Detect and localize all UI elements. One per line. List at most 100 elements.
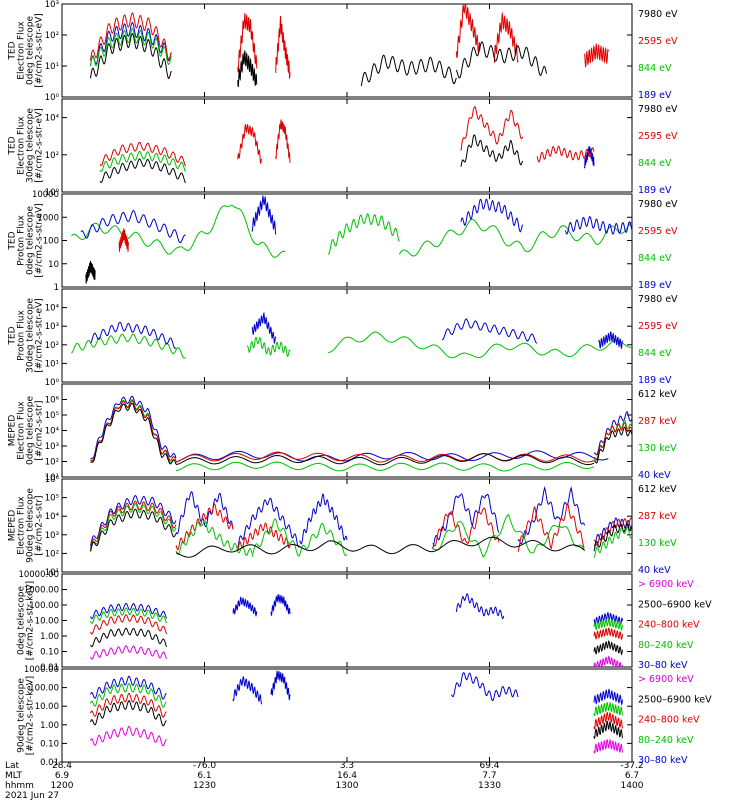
series-line [460, 106, 524, 151]
legend-item: 40 keV [638, 470, 671, 481]
legend-item: 7980 eV [638, 199, 678, 210]
series-line [232, 596, 258, 617]
series-line [90, 683, 167, 708]
legend-item: 612 keV [638, 484, 677, 495]
series-line [432, 513, 585, 558]
y-tick-label: 10 [48, 260, 59, 270]
series-line [593, 640, 623, 656]
series-line [90, 32, 172, 80]
series-line [593, 701, 623, 717]
series-line [441, 318, 538, 344]
series-line [90, 508, 177, 552]
y-axis-label: TED [8, 41, 18, 60]
plot-frame [61, 288, 633, 383]
legend-item: 2595 eV [638, 226, 678, 237]
y-axis-label: [#/cm2-s-str-eV] [35, 203, 45, 278]
series-line [593, 517, 632, 546]
series-line [517, 502, 585, 553]
legend-item: 2595 eV [638, 321, 678, 332]
footer-value: 16.4 [337, 771, 357, 781]
y-tick-label: 10000 [32, 190, 59, 200]
series-line [593, 426, 632, 464]
y-tick-label: 0.10 [40, 648, 59, 658]
legend-item: 40 keV [638, 565, 671, 576]
y-tick-label: 10⁶ [45, 396, 60, 406]
y-tick-label: 1 [54, 283, 59, 293]
plot-frame [61, 3, 633, 98]
y-tick-label: 10² [45, 341, 59, 351]
series-line [270, 594, 291, 617]
y-axis-label: TED [8, 231, 18, 250]
panel: 0.01 0.10 1.00 10.00 100.00 1000.00 10000.00 0d… [17, 570, 713, 673]
legend-item: 130 keV [638, 443, 677, 454]
panel: 1 10 100 1000 10000 TED Proton Flux 0deg telesc… [8, 190, 679, 293]
y-axis-label: [#/cm2-s-str-keV] [26, 581, 36, 660]
y-tick-label: 10⁴ [45, 512, 60, 522]
y-tick-label: 0.10 [40, 739, 59, 749]
footer-value: 69.4 [479, 761, 499, 771]
y-axis-label: 90deg telescope [17, 678, 27, 753]
legend-item: 189 eV [638, 90, 672, 101]
series-line [237, 522, 291, 552]
panel: 0.01 0.10 1.00 10.00 100.00 1000.00 90deg tele… [17, 665, 713, 768]
series-line [327, 213, 400, 255]
series-line [71, 204, 286, 258]
series-line [593, 422, 632, 460]
series-line [90, 321, 177, 349]
series-line [593, 526, 632, 558]
y-tick-label: 1000.00 [24, 586, 59, 596]
y-tick-label: 10⁰ [45, 93, 60, 103]
footer-row-label: MLT [5, 771, 23, 781]
y-tick-label: 100 [43, 237, 59, 247]
footer-value: 1230 [193, 781, 216, 791]
series-line [584, 42, 609, 68]
series-line [432, 507, 500, 547]
footer-row-label: Lat [5, 761, 20, 771]
y-axis-label: 0deg telescope [26, 16, 36, 86]
series-line [455, 41, 547, 79]
series-group [90, 670, 623, 754]
legend-item: 844 eV [638, 348, 672, 359]
y-axis-label: Electron Flux [17, 21, 27, 80]
legend-item: 844 eV [638, 253, 672, 264]
series-group [90, 395, 632, 472]
series-line [90, 12, 172, 61]
series-line [432, 493, 500, 549]
footer-value: 1200 [51, 781, 74, 791]
series-line [593, 688, 623, 706]
legend-item: 240–800 keV [638, 620, 700, 631]
series-line [251, 194, 277, 235]
series-line [598, 330, 623, 350]
y-axis-label: TED [8, 136, 18, 155]
footer-row-label: hhmm [5, 781, 34, 791]
plot-frame [61, 193, 633, 288]
series-line [90, 500, 177, 550]
y-tick-label: 1000 [37, 213, 59, 223]
series-group [99, 106, 595, 184]
series-line [593, 720, 623, 739]
legend-item: 287 keV [638, 511, 677, 522]
footer-value: 3.3 [340, 761, 354, 771]
y-axis-label: [#/cm2-s-str-eV] [35, 298, 45, 373]
y-tick-label: 10¹ [45, 473, 59, 483]
footer-value: 28.4 [52, 761, 72, 771]
y-tick-label: 1.00 [40, 632, 59, 642]
series-group [90, 4, 609, 88]
series-line [398, 218, 632, 257]
series-line [90, 602, 167, 620]
series-line [593, 617, 623, 631]
legend-item: 844 eV [638, 158, 672, 169]
series-line [536, 145, 595, 163]
y-axis-label: Electron Flux [17, 401, 27, 460]
footer-date: 2021 Jun 27 [5, 791, 59, 800]
y-tick-label: 10² [45, 549, 59, 559]
footer-value: 6.9 [55, 771, 70, 781]
panel: 10⁰ 10¹ 10² 10³ 10⁴ TED Proton Flux 30deg teles… [8, 288, 678, 388]
y-axis-label: Proton Flux [17, 215, 27, 266]
series-line [90, 700, 167, 727]
series-line [175, 503, 234, 551]
y-axis-label: [#/cm2-s-str-keV] [26, 676, 36, 755]
legend-item: 2595 eV [638, 131, 678, 142]
